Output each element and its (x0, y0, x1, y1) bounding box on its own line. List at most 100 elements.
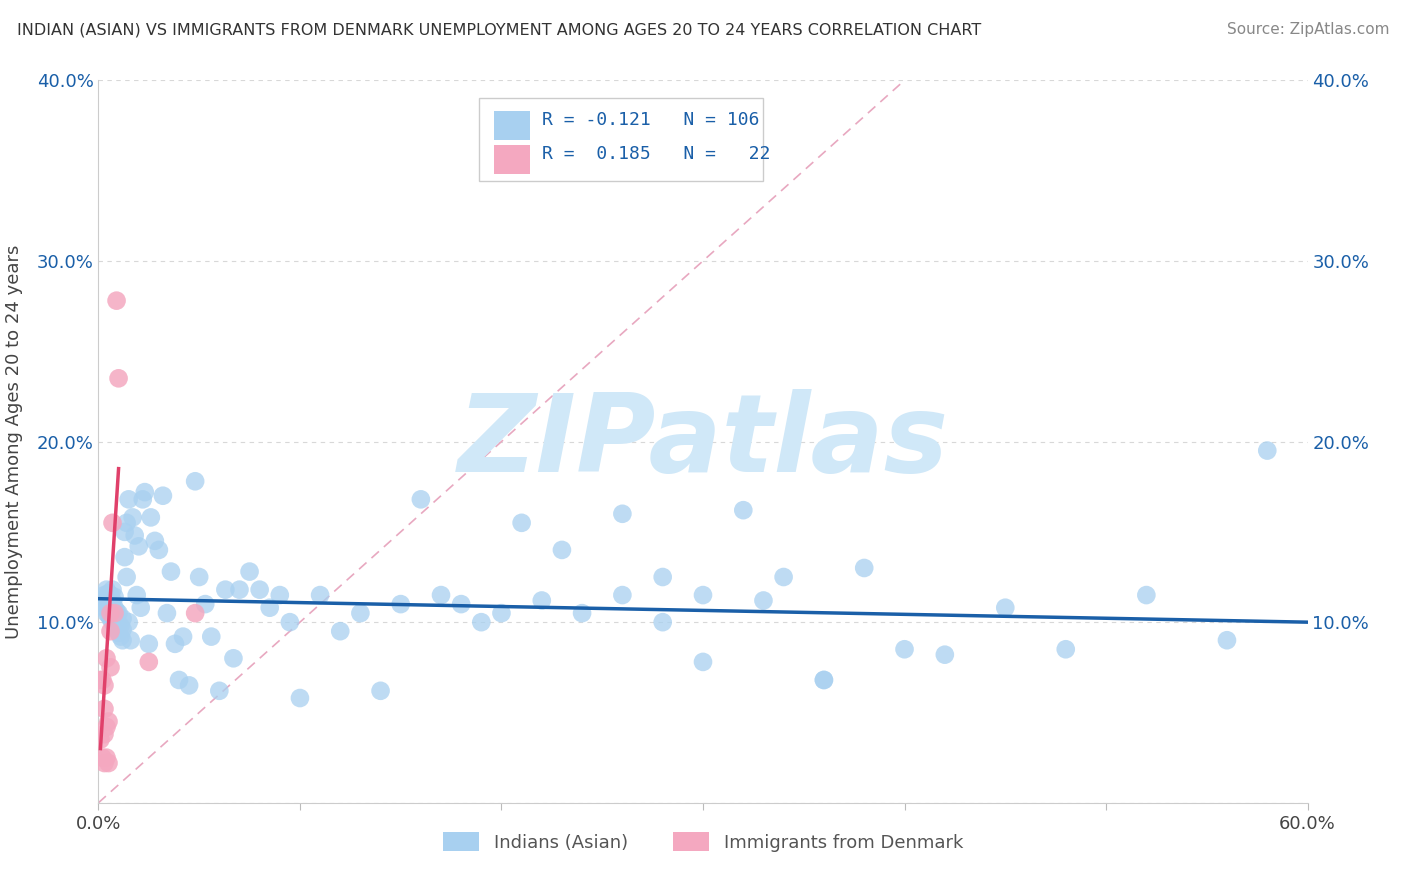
Point (107, 606, 129, 620)
Point (329, 624, 352, 639)
Point (139, 510, 162, 524)
Point (409, 492, 432, 507)
Point (101, 615, 124, 630)
Point (100, 606, 122, 620)
Text: INDIAN (ASIAN) VS IMMIGRANTS FROM DENMARK UNEMPLOYMENT AMONG AGES 20 TO 24 YEARS: INDIAN (ASIAN) VS IMMIGRANTS FROM DENMAR… (17, 22, 981, 37)
Point (101, 607, 124, 622)
Point (93, 702, 115, 716)
Point (100, 611, 122, 625)
Point (893, 642, 915, 657)
Point (752, 593, 775, 607)
Point (651, 615, 673, 630)
Point (111, 623, 134, 637)
Point (228, 582, 250, 597)
Point (143, 533, 166, 548)
Point (370, 683, 392, 698)
Point (110, 630, 132, 644)
Point (450, 597, 472, 611)
Point (120, 633, 142, 648)
Point (128, 539, 150, 553)
Point (152, 489, 174, 503)
FancyBboxPatch shape (494, 112, 530, 140)
Point (430, 588, 453, 602)
Point (115, 516, 138, 530)
Point (692, 588, 714, 602)
Point (138, 637, 160, 651)
Point (91, 750, 114, 764)
Point (772, 570, 794, 584)
Point (389, 597, 412, 611)
Legend: Indians (Asian), Immigrants from Denmark: Indians (Asian), Immigrants from Denmark (436, 825, 970, 859)
Point (96, 720, 118, 734)
Point (551, 542, 574, 557)
Point (214, 582, 236, 597)
Point (100, 588, 122, 602)
Point (100, 624, 122, 639)
Point (121, 510, 143, 524)
Point (188, 570, 211, 584)
Point (278, 615, 301, 630)
Text: R =  0.185   N =   22: R = 0.185 N = 22 (543, 145, 770, 163)
Text: Source: ZipAtlas.com: Source: ZipAtlas.com (1226, 22, 1389, 37)
Point (97, 756, 120, 770)
Point (100, 597, 122, 611)
Point (1054, 642, 1077, 657)
Point (571, 606, 593, 620)
Point (491, 606, 513, 620)
Point (125, 588, 148, 602)
Point (93, 727, 115, 741)
Point (100, 604, 122, 618)
Point (93, 588, 115, 602)
Point (111, 611, 134, 625)
Point (103, 600, 125, 615)
Point (651, 570, 673, 584)
Y-axis label: Unemployment Among Ages 20 to 24 years: Unemployment Among Ages 20 to 24 years (4, 244, 22, 639)
Point (101, 516, 124, 530)
Point (97, 600, 120, 615)
Point (103, 590, 125, 604)
Point (200, 630, 222, 644)
Point (93, 600, 115, 615)
Point (103, 619, 125, 633)
Point (148, 542, 170, 557)
Point (101, 593, 124, 607)
Point (249, 582, 271, 597)
Point (103, 606, 125, 620)
Point (93, 678, 115, 692)
Point (167, 673, 190, 687)
Point (93, 756, 115, 770)
Text: R = -0.121   N = 106: R = -0.121 N = 106 (543, 112, 759, 129)
Point (111, 633, 134, 648)
Point (89, 732, 111, 747)
Point (184, 475, 207, 489)
Point (132, 492, 155, 507)
Point (179, 678, 201, 692)
Point (994, 600, 1017, 615)
Point (107, 617, 129, 632)
Point (129, 600, 152, 615)
Point (107, 371, 129, 385)
Point (156, 606, 179, 620)
Point (118, 492, 141, 507)
Text: ZIPatlas: ZIPatlas (457, 389, 949, 494)
Point (349, 606, 371, 620)
FancyBboxPatch shape (494, 145, 530, 174)
Point (105, 613, 128, 627)
Point (107, 626, 129, 640)
Point (692, 655, 714, 669)
Point (470, 615, 492, 630)
Point (96, 606, 118, 620)
Point (813, 673, 835, 687)
Point (813, 673, 835, 687)
Point (96, 750, 118, 764)
Point (97, 607, 120, 622)
Point (530, 593, 553, 607)
Point (101, 600, 124, 615)
Point (510, 516, 533, 530)
Point (115, 570, 138, 584)
Point (134, 485, 156, 500)
Point (118, 615, 141, 630)
Point (612, 588, 634, 602)
Point (89, 673, 111, 687)
Point (1135, 588, 1157, 602)
